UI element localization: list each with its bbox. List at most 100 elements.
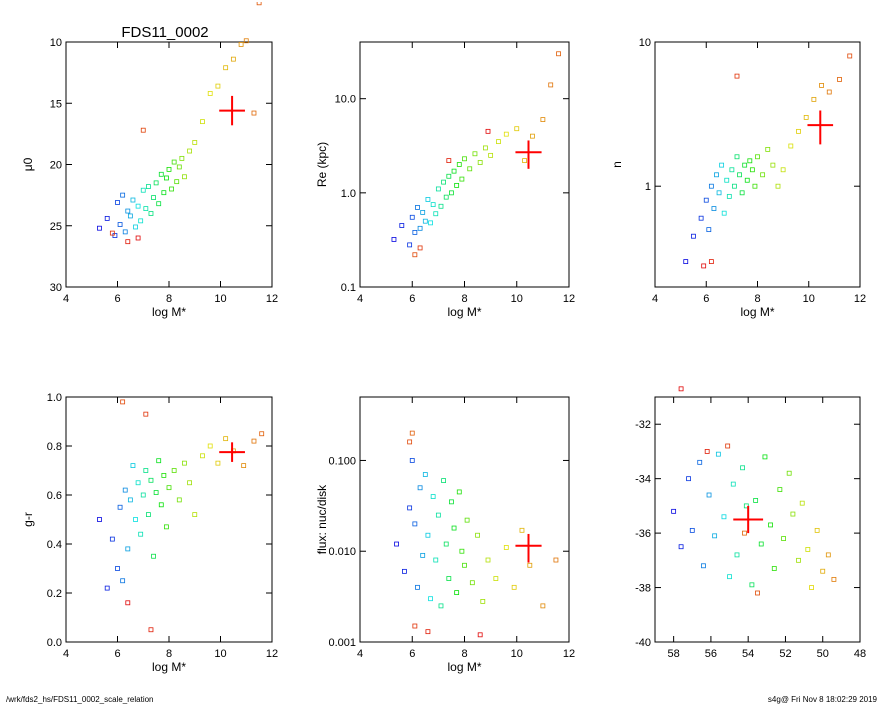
data-point [459,548,465,554]
y-tick-label: 20 [50,160,62,172]
data-point [443,194,449,200]
data-point [415,205,420,210]
data-point [174,179,180,185]
data-point [730,481,736,487]
data-point [503,131,509,137]
data-point [514,126,520,132]
data-point [837,77,842,82]
data-point [788,143,794,149]
data-point [140,187,146,193]
data-point [799,500,805,506]
data-point [726,193,732,199]
y-tick-label: 0.010 [328,546,356,558]
data-point [441,179,447,185]
x-tick-label: 56 [705,648,717,660]
data-point [151,195,156,200]
data-point [148,211,154,216]
data-point [796,128,801,134]
data-point [117,504,123,510]
data-point [171,159,177,165]
data-point [135,235,141,241]
x-tick-label: 4 [63,648,69,660]
data-point [130,197,136,203]
x-tick-label: 10 [214,648,226,660]
x-tick-label: 6 [114,648,120,660]
data-point [153,490,159,495]
y-axis-label: μ0 [21,157,35,171]
data-point [831,576,837,582]
x-tick-label: 6 [409,293,415,305]
data-point [752,183,758,189]
data-point [176,164,182,170]
plot-frame [359,41,570,288]
data-point [703,197,709,203]
data-point [706,227,712,233]
data-point [725,443,731,449]
data-point [755,154,760,160]
data-point [540,603,546,609]
data-point [742,530,747,536]
y-tick-label: -40 [635,637,651,649]
data-point [166,485,172,491]
data-point [540,117,546,122]
figure-title: FDS11_0002 [121,24,208,41]
data-point [145,512,151,517]
data-point [399,223,405,228]
data-point [485,128,491,134]
data-point [412,252,418,258]
data-point [182,460,187,466]
y-tick-label: 30 [50,282,62,294]
data-point [456,489,462,495]
data-point [200,453,205,459]
y-tick-label: 25 [50,221,62,233]
x-tick-label: 4 [652,293,658,305]
data-point [207,91,213,96]
y-tick-label: 15 [50,98,62,110]
data-point [493,576,499,581]
data-point [140,492,146,498]
data-point [689,527,695,533]
x-axis-label: log M* [740,305,774,319]
data-points [391,51,561,258]
data-point [138,218,144,224]
data-point [480,599,486,604]
scatter-panel-4: 4 6 8 10 12 0.0 0.2 0.4 0.6 0.8 1.0 log M* g-r [21,392,278,674]
data-point [796,557,801,563]
x-tick-label: 10 [511,293,523,305]
data-point [477,632,483,638]
x-tick-label: 4 [63,293,69,305]
data-point [433,211,439,217]
data-point [176,497,182,503]
y-axis-label: g-r [21,512,35,527]
data-point [215,83,221,89]
data-point [712,533,718,539]
data-point [803,115,809,120]
data-point [223,65,229,71]
data-point [223,436,229,442]
data-point [430,494,436,499]
x-tick-label: 8 [461,293,467,305]
data-point [420,552,426,558]
scatter-panel-3: 4 6 8 10 12 1 10 log M* n [610,37,866,319]
x-tick-label: 4 [357,648,363,660]
x-tick-label: 8 [754,293,760,305]
data-point [97,225,102,231]
data-point [161,190,167,196]
data-point [449,499,454,505]
data-point [820,568,826,574]
data-point [109,230,115,236]
data-point [482,145,488,151]
x-tick-label: 58 [668,648,680,660]
y-axis-label: flux: nuc/disk [315,484,329,554]
data-point [192,140,198,145]
data-point [409,458,415,463]
data-point [422,218,428,224]
data-point [425,197,431,202]
data-point [701,263,707,269]
data-point [241,463,247,469]
data-point [166,166,172,172]
data-point [243,38,249,44]
data-point [409,430,415,436]
data-point [407,505,413,511]
